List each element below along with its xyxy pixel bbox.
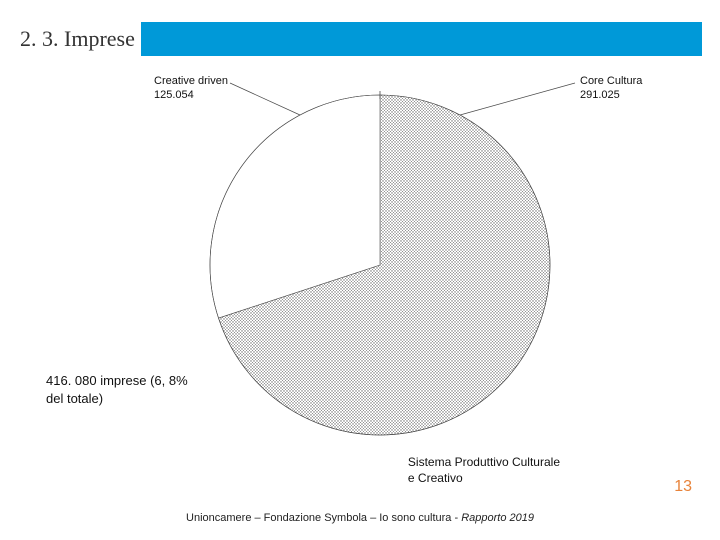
pie-chart: Core Cultura 291.025 Creative driven 125… [130,75,630,435]
slice-label-creative-value: 125.054 [154,89,254,103]
slice-label-creative: Creative driven 125.054 [154,75,254,103]
leader-line-core [460,83,575,115]
slice-label-core: Core Cultura 291.025 [580,75,680,103]
summary-note-line2: del totale) [46,391,103,406]
footer-italic: Rapporto 2019 [461,512,534,524]
slice-label-creative-name: Creative driven [154,75,228,87]
page-title: 2. 3. Imprese [18,22,141,56]
slice-label-core-name: Core Cultura [580,75,642,87]
slice-label-core-value: 291.025 [580,89,680,103]
page-number: 13 [674,478,692,496]
chart-caption-line1: Sistema Produttivo Culturale [408,455,560,469]
chart-caption: Sistema Produttivo Culturale e Creativo [408,455,560,486]
footer-prefix: Unioncamere – Fondazione Symbola – Io so… [186,512,461,524]
summary-note-line1: 416. 080 imprese (6, 8% [46,373,188,388]
chart-caption-line2: e Creativo [408,471,463,485]
summary-note: 416. 080 imprese (6, 8% del totale) [46,372,188,407]
footer: Unioncamere – Fondazione Symbola – Io so… [0,512,720,524]
